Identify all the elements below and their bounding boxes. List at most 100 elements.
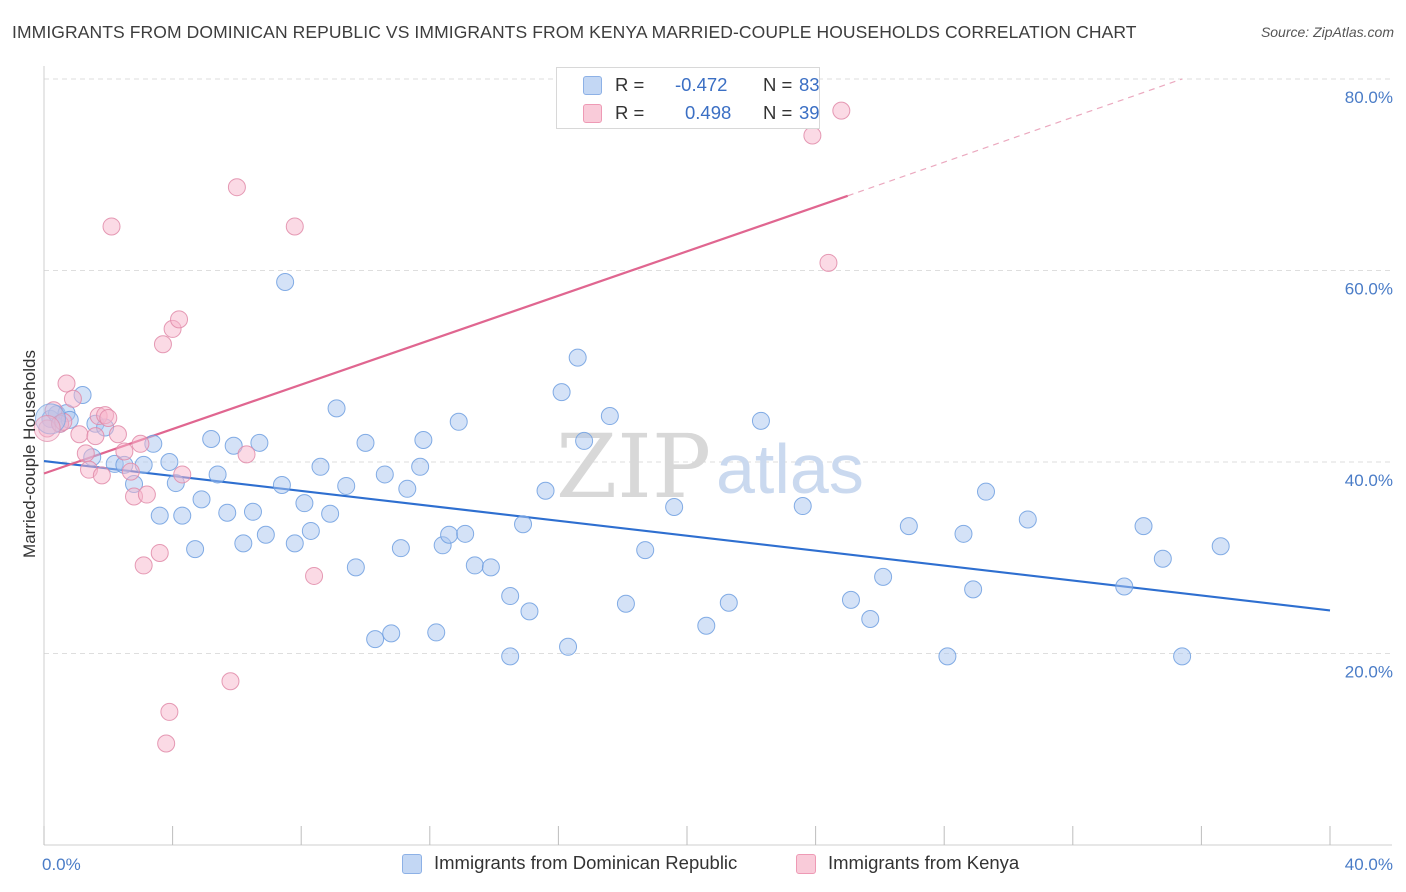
legend-n-value: 83	[799, 74, 820, 95]
axes	[43, 66, 1392, 846]
point-dominican	[793, 497, 812, 516]
point-dominican	[366, 630, 385, 649]
legend-n-label: N =	[763, 74, 793, 95]
point-dominican	[575, 431, 594, 450]
legend-n-label: N =	[763, 102, 793, 123]
point-dominican	[311, 457, 330, 476]
point-dominican	[636, 541, 655, 560]
legend-r-label: R =	[615, 74, 645, 95]
point-dominican	[208, 465, 227, 484]
point-dominican	[1153, 549, 1172, 568]
grid-lines	[44, 78, 1392, 654]
y-axis-label: Married-couple Households	[20, 350, 39, 558]
point-dominican	[243, 502, 262, 521]
chart-title: IMMIGRANTS FROM DOMINICAN REPUBLIC VS IM…	[12, 22, 1137, 42]
point-dominican	[218, 503, 237, 522]
legend-swatch-dominican	[583, 76, 602, 95]
point-dominican	[697, 616, 716, 635]
point-kenya	[131, 434, 150, 453]
point-dominican	[481, 558, 500, 577]
legend-r-value: 0.498	[685, 102, 732, 123]
y-tick-labels: 20.0% 40.0% 60.0% 80.0%	[1345, 88, 1393, 682]
y-tick-label: 80.0%	[1345, 88, 1393, 107]
point-dominican	[1134, 517, 1153, 536]
point-dominican	[414, 430, 433, 449]
point-kenya	[108, 425, 127, 444]
point-dominican	[456, 524, 475, 543]
point-dominican	[520, 602, 539, 621]
point-dominican	[346, 558, 365, 577]
point-dominican	[719, 593, 738, 612]
point-dominican	[186, 540, 205, 559]
point-dominican	[295, 494, 314, 513]
point-dominican	[976, 482, 995, 501]
point-dominican	[559, 637, 578, 656]
point-kenya	[221, 672, 240, 691]
point-kenya	[134, 556, 153, 575]
point-kenya	[173, 465, 192, 484]
point-dominican	[427, 623, 446, 642]
point-dominican	[1173, 647, 1192, 666]
point-kenya	[150, 543, 169, 562]
point-dominican	[391, 539, 410, 558]
watermark-atlas: atlas	[716, 430, 864, 508]
x-tick-label: 0.0%	[42, 855, 81, 874]
point-dominican	[382, 624, 401, 643]
point-kenya	[237, 445, 256, 464]
bottom-legend-swatch-kenya	[796, 854, 816, 874]
point-dominican	[1115, 577, 1134, 596]
point-dominican	[1211, 537, 1230, 556]
data-points	[33, 101, 1230, 753]
point-kenya	[227, 178, 246, 197]
point-dominican	[501, 587, 520, 606]
point-kenya	[832, 101, 851, 120]
trend-line-kenya	[43, 194, 849, 475]
point-kenya	[285, 217, 304, 236]
point-dominican	[552, 383, 571, 402]
point-kenya	[92, 466, 111, 485]
point-kenya	[137, 485, 156, 504]
point-kenya	[57, 374, 76, 393]
legend-r-value: -0.472	[675, 74, 728, 95]
x-tick-labels: 0.0% 40.0%	[42, 855, 1393, 874]
point-kenya	[803, 126, 822, 145]
point-dominican	[224, 436, 243, 455]
point-dominican	[256, 525, 275, 544]
point-kenya	[76, 444, 95, 463]
point-dominican	[272, 475, 291, 494]
point-dominican	[465, 556, 484, 575]
point-dominican	[411, 457, 430, 476]
point-dominican	[398, 479, 417, 498]
point-dominican	[514, 515, 533, 534]
point-dominican	[173, 506, 192, 525]
point-kenya	[102, 217, 121, 236]
point-kenya	[86, 427, 105, 446]
point-dominican	[938, 647, 957, 666]
point-dominican	[440, 525, 459, 544]
y-tick-label: 60.0%	[1345, 280, 1393, 299]
point-kenya	[305, 566, 324, 585]
point-kenya-cluster	[33, 414, 61, 442]
point-dominican	[568, 348, 587, 367]
point-kenya	[115, 442, 134, 461]
point-dominican	[874, 567, 893, 586]
point-dominican	[301, 521, 320, 540]
x-tick-label: 40.0%	[1345, 855, 1393, 874]
point-dominican	[600, 407, 619, 426]
point-dominican-cluster	[34, 403, 66, 435]
point-dominican	[954, 524, 973, 543]
bottom-legend-label-kenya: Immigrants from Kenya	[828, 852, 1020, 873]
point-dominican	[501, 647, 520, 666]
point-dominican	[321, 504, 340, 523]
point-dominican	[616, 594, 635, 613]
legend-n-value: 39	[799, 102, 820, 123]
bottom-legend-swatch-dominican	[402, 854, 422, 874]
point-dominican	[160, 453, 179, 471]
trend-extension-kenya	[847, 78, 1183, 197]
source-credit: Source: ZipAtlas.com	[1260, 24, 1394, 40]
point-dominican	[964, 580, 983, 599]
point-kenya	[153, 335, 172, 354]
point-dominican	[356, 433, 375, 452]
point-dominican	[250, 433, 269, 452]
